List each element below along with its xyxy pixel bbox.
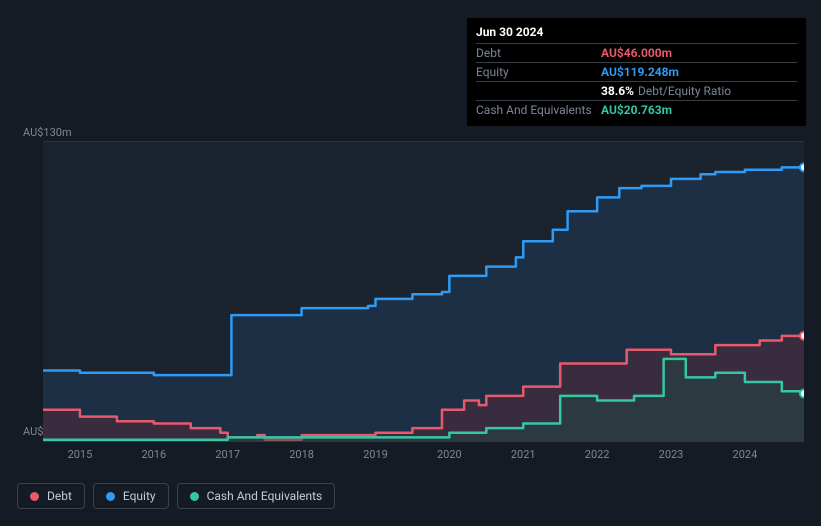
tooltip-row-debt: Debt AU$46.000m <box>476 43 797 62</box>
legend-swatch <box>30 492 39 501</box>
tooltip-ratio-pct: 38.6% <box>601 84 634 98</box>
tooltip-value: AU$46.000m <box>601 46 672 60</box>
x-axis-tick: 2024 <box>733 448 758 461</box>
chart-area: AU$130m AU$0 201520162017201820192020202… <box>17 124 804 479</box>
chart-legend: Debt Equity Cash And Equivalents <box>17 483 335 509</box>
x-axis-tick: 2023 <box>659 448 684 461</box>
x-axis-tick: 2018 <box>289 448 314 461</box>
tooltip-value: AU$20.763m <box>601 103 672 117</box>
chart-svg <box>43 142 804 442</box>
tooltip-row-cash: Cash And Equivalents AU$20.763m <box>476 100 797 119</box>
tooltip-row-equity: Equity AU$119.248m <box>476 62 797 81</box>
tooltip-ratio-label: Debt/Equity Ratio <box>638 84 731 98</box>
legend-swatch <box>190 492 199 501</box>
x-axis-tick: 2016 <box>141 448 166 461</box>
legend-label: Debt <box>47 489 72 503</box>
legend-swatch <box>106 492 115 501</box>
tooltip-date: Jun 30 2024 <box>476 25 797 43</box>
financials-chart-card: { "tooltip": { "date": "Jun 30 2024", "r… <box>0 0 821 526</box>
chart-plot[interactable] <box>43 141 804 441</box>
tooltip-label: Cash And Equivalents <box>476 103 601 117</box>
x-axis-tick: 2021 <box>511 448 536 461</box>
legend-item-cash[interactable]: Cash And Equivalents <box>177 483 336 509</box>
tooltip-row-ratio: 38.6% Debt/Equity Ratio <box>476 81 797 100</box>
x-axis: 2015 2016 2017 2018 2019 2020 2021 2022 2023 2024 <box>43 448 804 468</box>
legend-label: Equity <box>123 489 156 503</box>
legend-label: Cash And Equivalents <box>207 489 323 503</box>
legend-item-equity[interactable]: Equity <box>93 483 169 509</box>
x-axis-tick: 2022 <box>585 448 610 461</box>
x-axis-tick: 2019 <box>363 448 388 461</box>
tooltip-value: AU$119.248m <box>601 65 679 79</box>
x-axis-tick: 2015 <box>68 448 93 461</box>
chart-tooltip: Jun 30 2024 Debt AU$46.000m Equity AU$11… <box>467 18 806 126</box>
y-axis-max-label: AU$130m <box>23 126 72 139</box>
x-axis-tick: 2017 <box>215 448 240 461</box>
tooltip-label: Equity <box>476 65 601 79</box>
tooltip-label: Debt <box>476 46 601 60</box>
legend-item-debt[interactable]: Debt <box>17 483 85 509</box>
x-axis-tick: 2020 <box>437 448 462 461</box>
